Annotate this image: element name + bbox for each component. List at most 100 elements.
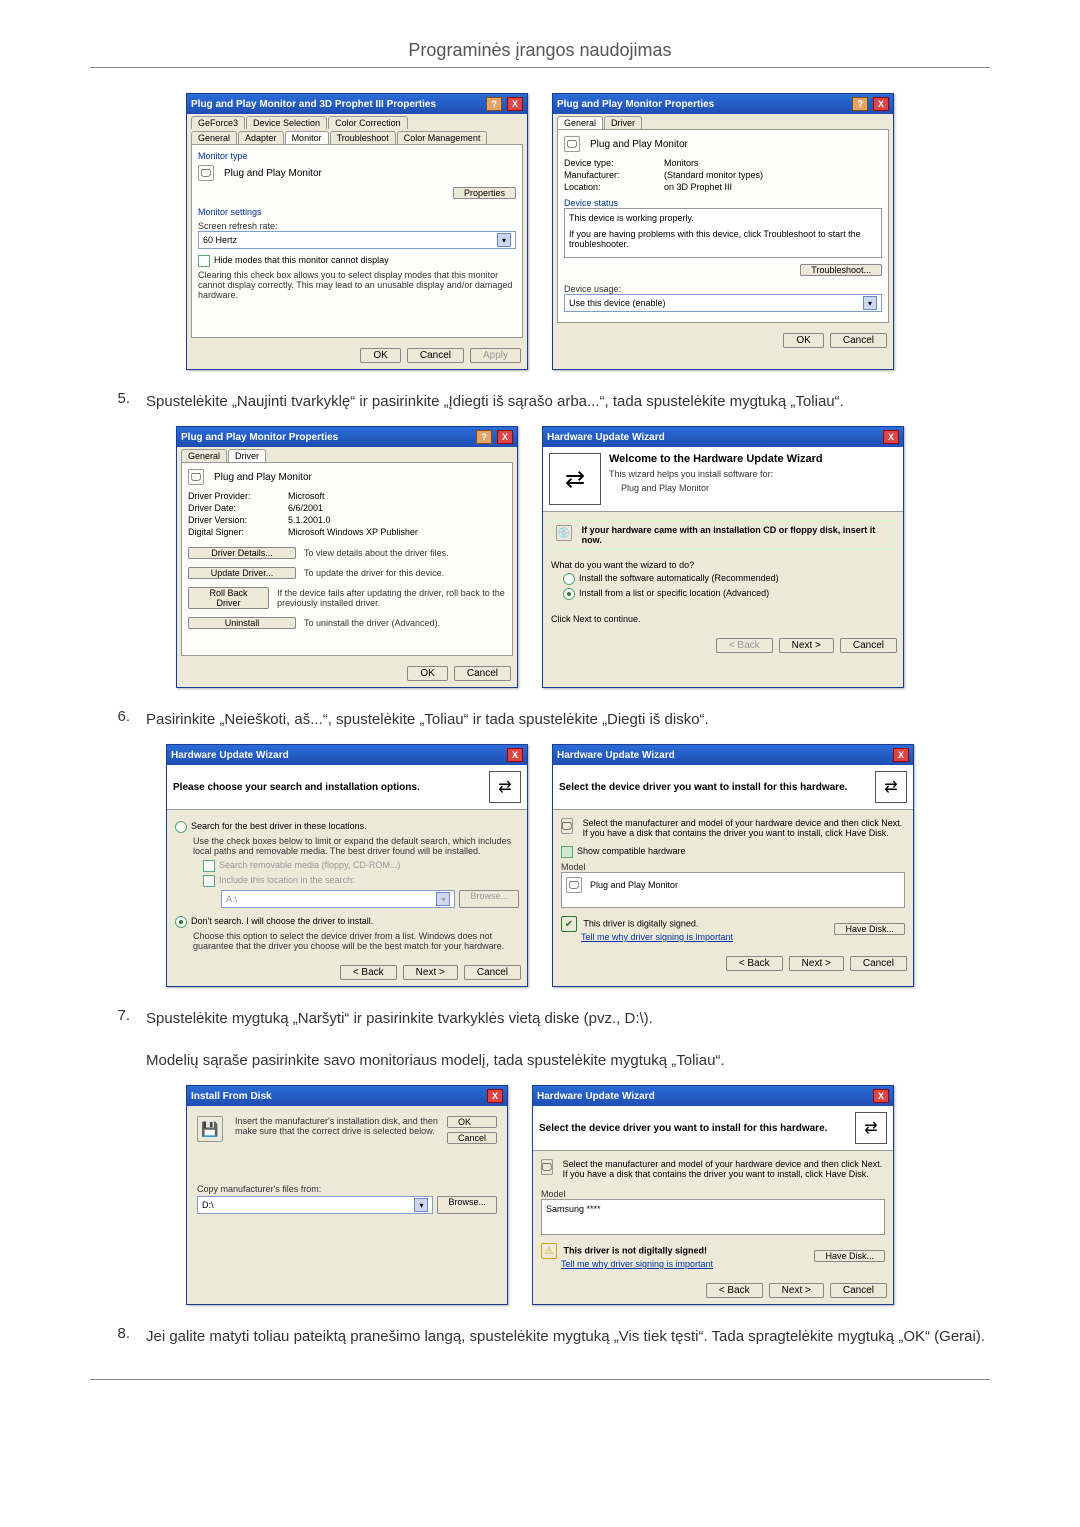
device-usage-select[interactable]: Use this device (enable) ▾: [564, 294, 882, 312]
tab-color-management[interactable]: Color Management: [397, 131, 488, 144]
cancel-button[interactable]: Cancel: [840, 638, 897, 653]
cancel-button[interactable]: Cancel: [464, 965, 521, 980]
next-button[interactable]: Next >: [769, 1283, 824, 1298]
next-button[interactable]: Next >: [789, 956, 844, 971]
refresh-rate-select[interactable]: 60 Hertz ▾: [198, 231, 516, 249]
monitor-type-label: Monitor type: [198, 151, 516, 161]
troubleshoot-button[interactable]: Troubleshoot...: [800, 264, 882, 276]
browse-button[interactable]: Browse...: [437, 1196, 497, 1214]
radio-auto[interactable]: [563, 573, 575, 585]
unsigned-text: This driver is not digitally signed!: [564, 1246, 708, 1256]
cancel-button[interactable]: Cancel: [830, 1283, 887, 1298]
radio-list-label: Install from a list or specific location…: [579, 588, 769, 598]
step-text: Spustelėkite mygtuką „Naršyti“ ir pasiri…: [146, 1007, 990, 1031]
driver-details-button[interactable]: Driver Details...: [188, 547, 296, 559]
close-icon[interactable]: X: [883, 430, 899, 444]
rollback-driver-button[interactable]: Roll Back Driver: [188, 587, 269, 609]
apply-button[interactable]: Apply: [470, 348, 521, 363]
back-button[interactable]: < Back: [716, 638, 773, 653]
manufacturer-label: Manufacturer:: [564, 170, 664, 180]
device-usage-label: Device usage:: [564, 284, 882, 294]
title-text: Plug and Play Monitor Properties: [557, 99, 714, 110]
ok-button[interactable]: OK: [407, 666, 447, 681]
back-button[interactable]: < Back: [706, 1283, 763, 1298]
tab-driver[interactable]: Driver: [604, 116, 642, 129]
signer-label: Digital Signer:: [188, 527, 288, 537]
monitor-icon: 🖵: [541, 1159, 553, 1175]
check-include[interactable]: [203, 875, 215, 887]
path-select[interactable]: A:\ ▾: [221, 890, 455, 908]
have-disk-button[interactable]: Have Disk...: [834, 923, 905, 935]
tab-troubleshoot[interactable]: Troubleshoot: [330, 131, 396, 144]
model-list[interactable]: Samsung ****: [541, 1199, 885, 1235]
model-value: Samsung ****: [546, 1204, 601, 1214]
copy-from-select[interactable]: D:\ ▾: [197, 1196, 433, 1214]
help-icon[interactable]: ?: [476, 430, 492, 444]
check-include-label: Include this location in the search:: [219, 875, 355, 885]
uninstall-text: To uninstall the driver (Advanced).: [304, 618, 440, 628]
tab-geforce3[interactable]: GeForce3: [191, 116, 245, 129]
properties-button[interactable]: Properties: [453, 187, 516, 199]
ok-button[interactable]: OK: [447, 1116, 497, 1128]
tab-adapter[interactable]: Adapter: [238, 131, 284, 144]
title-text: Hardware Update Wizard: [537, 1091, 655, 1102]
monitor-type-value: Plug and Play Monitor: [224, 168, 322, 179]
device-usage-value: Use this device (enable): [569, 298, 666, 308]
tab-general[interactable]: General: [557, 116, 603, 129]
hide-modes-checkbox[interactable]: [198, 255, 210, 267]
close-icon[interactable]: X: [873, 1089, 889, 1103]
tab-driver[interactable]: Driver: [228, 449, 266, 462]
cancel-button[interactable]: Cancel: [407, 348, 464, 363]
tab-color-correction[interactable]: Color Correction: [328, 116, 408, 129]
tab-general[interactable]: General: [191, 131, 237, 144]
close-icon[interactable]: X: [507, 748, 523, 762]
disk-icon: 💾: [197, 1116, 223, 1142]
tab-monitor[interactable]: Monitor: [285, 131, 329, 144]
wizard-welcome-title: Welcome to the Hardware Update Wizard: [609, 453, 897, 465]
close-icon[interactable]: X: [487, 1089, 503, 1103]
tab-device-selection[interactable]: Device Selection: [246, 116, 327, 129]
next-button[interactable]: Next >: [779, 638, 834, 653]
titlebar: Plug and Play Monitor and 3D Prophet III…: [187, 94, 527, 114]
tab-general[interactable]: General: [181, 449, 227, 462]
version-value: 5.1.2001.0: [288, 515, 331, 525]
have-disk-button[interactable]: Have Disk...: [814, 1250, 885, 1262]
close-icon[interactable]: X: [497, 430, 513, 444]
show-compatible-checkbox[interactable]: [561, 846, 573, 858]
radio-list[interactable]: [563, 588, 575, 600]
ok-button[interactable]: OK: [360, 348, 400, 363]
update-driver-button[interactable]: Update Driver...: [188, 567, 296, 579]
close-icon[interactable]: X: [873, 97, 889, 111]
signing-link[interactable]: Tell me why driver signing is important: [581, 932, 733, 942]
wizard-select-driver-signed-dialog: Hardware Update Wizard X Select the devi…: [552, 744, 914, 987]
cancel-button[interactable]: Cancel: [850, 956, 907, 971]
cancel-button[interactable]: Cancel: [830, 333, 887, 348]
close-icon[interactable]: X: [893, 748, 909, 762]
help-icon[interactable]: ?: [852, 97, 868, 111]
cancel-button[interactable]: Cancel: [454, 666, 511, 681]
uninstall-button[interactable]: Uninstall: [188, 617, 296, 629]
close-icon[interactable]: X: [507, 97, 523, 111]
radio-search[interactable]: [175, 821, 187, 833]
chevron-down-icon: ▾: [497, 233, 511, 247]
signing-link[interactable]: Tell me why driver signing is important: [561, 1259, 713, 1269]
help-icon[interactable]: ?: [486, 97, 502, 111]
provider-value: Microsoft: [288, 491, 325, 501]
title-text: Hardware Update Wizard: [171, 750, 289, 761]
chevron-down-icon: ▾: [863, 296, 877, 310]
browse-button[interactable]: Browse...: [459, 890, 519, 908]
back-button[interactable]: < Back: [726, 956, 783, 971]
radio-dont-search[interactable]: [175, 916, 187, 928]
ok-button[interactable]: OK: [783, 333, 823, 348]
driver-details-text: To view details about the driver files.: [304, 548, 449, 558]
refresh-rate-label: Screen refresh rate:: [198, 221, 516, 231]
back-button[interactable]: < Back: [340, 965, 397, 980]
signer-value: Microsoft Windows XP Publisher: [288, 527, 418, 537]
radio-dont-search-label: Don't search. I will choose the driver t…: [191, 916, 373, 926]
check-removable[interactable]: [203, 860, 215, 872]
model-list[interactable]: 🖵 Plug and Play Monitor: [561, 872, 905, 908]
radio-auto-label: Install the software automatically (Reco…: [579, 573, 779, 583]
click-next-text: Click Next to continue.: [551, 614, 895, 624]
cancel-button[interactable]: Cancel: [447, 1132, 497, 1144]
next-button[interactable]: Next >: [403, 965, 458, 980]
